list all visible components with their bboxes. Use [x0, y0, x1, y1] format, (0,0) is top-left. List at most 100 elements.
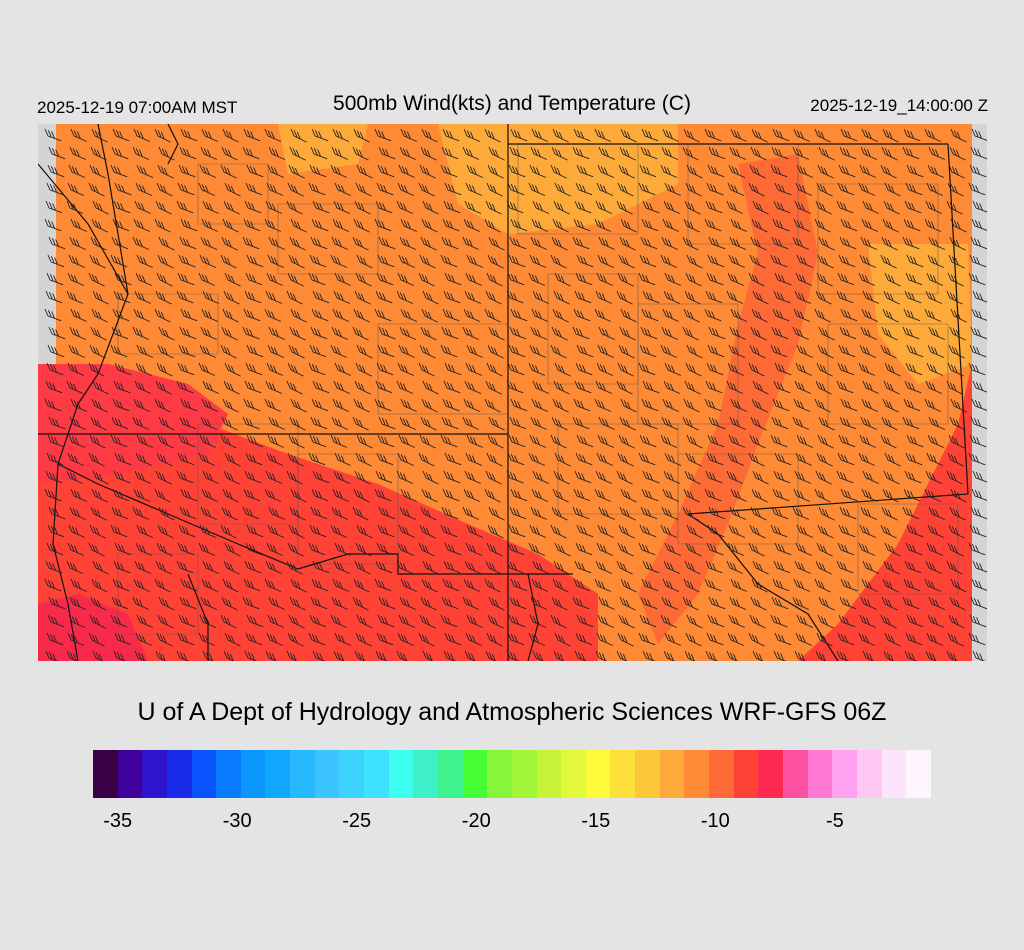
wind-barb [202, 290, 220, 304]
wind-barb [749, 434, 766, 449]
wind-barb [177, 542, 195, 556]
wind-barb [333, 650, 346, 661]
wind-barb [814, 488, 831, 503]
wind-barb [553, 290, 570, 305]
wind-barb [67, 362, 85, 376]
wind-barb [859, 254, 877, 268]
wind-barb [508, 614, 526, 628]
wind-barb [508, 524, 526, 538]
wind-barbs [44, 128, 987, 661]
wind-barb [662, 218, 680, 232]
wind-barb [485, 200, 502, 215]
wind-barb [969, 164, 987, 178]
wind-barb [310, 146, 328, 160]
wind-barb [507, 272, 525, 286]
wind-barb [156, 182, 173, 197]
wind-barb [950, 218, 967, 233]
wind-barb [660, 614, 678, 628]
wind-barb [444, 272, 462, 286]
wind-barb [286, 380, 303, 395]
wind-barb [114, 182, 132, 196]
wind-barb [48, 596, 66, 610]
wind-barb [550, 254, 567, 269]
wind-barb [114, 542, 132, 556]
wind-barb [730, 578, 748, 592]
wind-barb [243, 578, 261, 592]
wind-barb [264, 488, 282, 502]
wind-barb [268, 506, 286, 520]
wind-barb [839, 596, 857, 610]
wind-barb [222, 398, 239, 413]
wind-barb [154, 218, 171, 233]
wind-barb [441, 146, 459, 160]
wind-barb [969, 254, 987, 268]
wind-barb [375, 290, 393, 304]
colorbar-swatch [561, 750, 586, 798]
wind-barb [44, 218, 62, 232]
wind-barb [529, 254, 547, 268]
wind-barb [528, 542, 546, 556]
wind-barb [529, 434, 547, 448]
wind-barb [882, 218, 899, 233]
wind-barb [971, 218, 987, 231]
wind-barb [906, 344, 924, 358]
wind-barb [685, 452, 702, 467]
wind-barb [332, 578, 350, 592]
wind-barb [664, 272, 682, 286]
wind-barb [289, 236, 306, 251]
wind-barb [730, 308, 748, 322]
wind-barb [442, 128, 460, 142]
colorbar-swatch [758, 750, 783, 798]
wind-barb [971, 488, 987, 501]
wind-barb [154, 128, 171, 143]
wind-barb [640, 326, 658, 340]
wind-barb [332, 218, 350, 232]
wind-barb [397, 542, 415, 556]
wind-barb [332, 128, 350, 142]
wind-barb [309, 344, 327, 358]
wind-barb [662, 578, 680, 592]
wind-barb [485, 560, 502, 575]
wind-barb [598, 236, 616, 250]
wind-barb [684, 200, 701, 215]
wind-barb [353, 218, 370, 233]
wind-barb [198, 362, 216, 376]
wind-barb [751, 578, 768, 593]
wind-barb [815, 290, 832, 305]
wind-barb [814, 128, 831, 143]
wind-barb [134, 650, 147, 661]
wind-barb [905, 632, 923, 646]
wind-barb [705, 470, 723, 484]
wind-barb [774, 632, 792, 646]
wind-barb [158, 236, 175, 251]
wind-barb [465, 542, 483, 556]
wind-barb [68, 254, 86, 268]
wind-barb [334, 182, 352, 196]
wind-barb [772, 488, 790, 502]
wind-barb [550, 524, 567, 539]
wind-barb [553, 380, 570, 395]
wind-barb [948, 254, 965, 269]
wind-barb [330, 524, 348, 538]
wind-barb [331, 236, 349, 250]
wind-barb [334, 542, 352, 556]
wind-barb [309, 164, 327, 178]
wind-barb [794, 470, 812, 484]
wind-barb [595, 380, 613, 394]
wind-barb [708, 596, 726, 610]
wind-barb [752, 290, 769, 305]
wind-barb [618, 164, 635, 179]
wind-barb [88, 452, 105, 467]
wind-barb [684, 560, 701, 575]
wind-barb [640, 236, 658, 250]
wind-barb [356, 344, 373, 359]
wind-barb [180, 488, 198, 502]
wind-barb [136, 254, 154, 268]
wind-barb [795, 452, 813, 466]
wind-barb [485, 470, 502, 485]
wind-barb [396, 200, 414, 214]
wind-barb [861, 218, 879, 232]
wind-barb [752, 560, 769, 575]
wind-barb [928, 506, 946, 520]
wind-barb [575, 272, 593, 286]
